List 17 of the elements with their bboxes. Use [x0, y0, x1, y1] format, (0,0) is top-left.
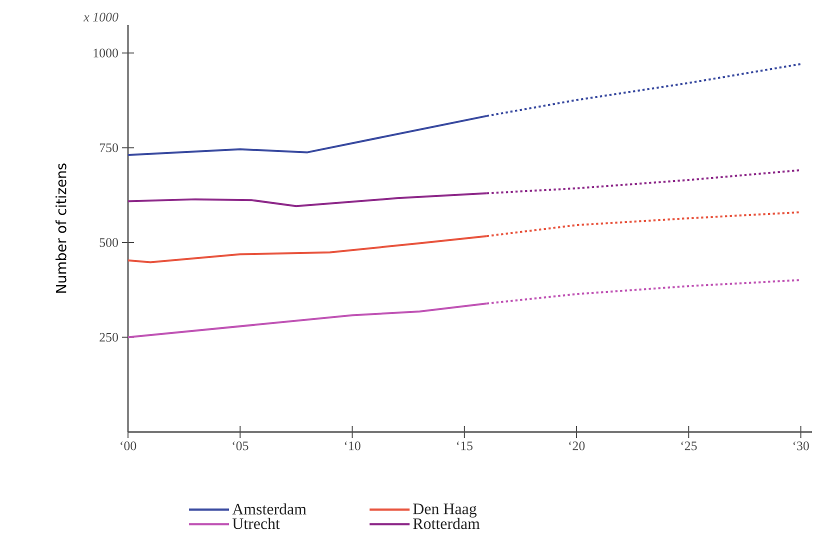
x-tick-label: ‘15 — [457, 442, 473, 450]
text: x 1000 — [83, 12, 118, 22]
x-tick-label: ‘20 — [569, 442, 585, 450]
x-tick-label: ‘05 — [232, 442, 248, 450]
legend-label: Amsterdam — [232, 503, 306, 515]
y-axis-title: Number of citizens — [56, 164, 66, 293]
x-tick-label: ‘25 — [681, 442, 697, 450]
x-tick-label: ‘30 — [793, 442, 809, 450]
legend-label: Rotterdam — [413, 518, 480, 530]
y-tick-label: 500 — [100, 238, 118, 247]
legend-label: Den Haag — [413, 504, 477, 518]
y-tick-label: 250 — [100, 332, 118, 342]
y-tick-label: 750 — [100, 143, 118, 152]
x-tick-label: ‘00 — [120, 442, 136, 450]
legend-label: Utrecht — [232, 518, 280, 530]
y-tick-label: 1000 — [94, 48, 118, 58]
x-tick-label: ‘10 — [344, 442, 360, 450]
